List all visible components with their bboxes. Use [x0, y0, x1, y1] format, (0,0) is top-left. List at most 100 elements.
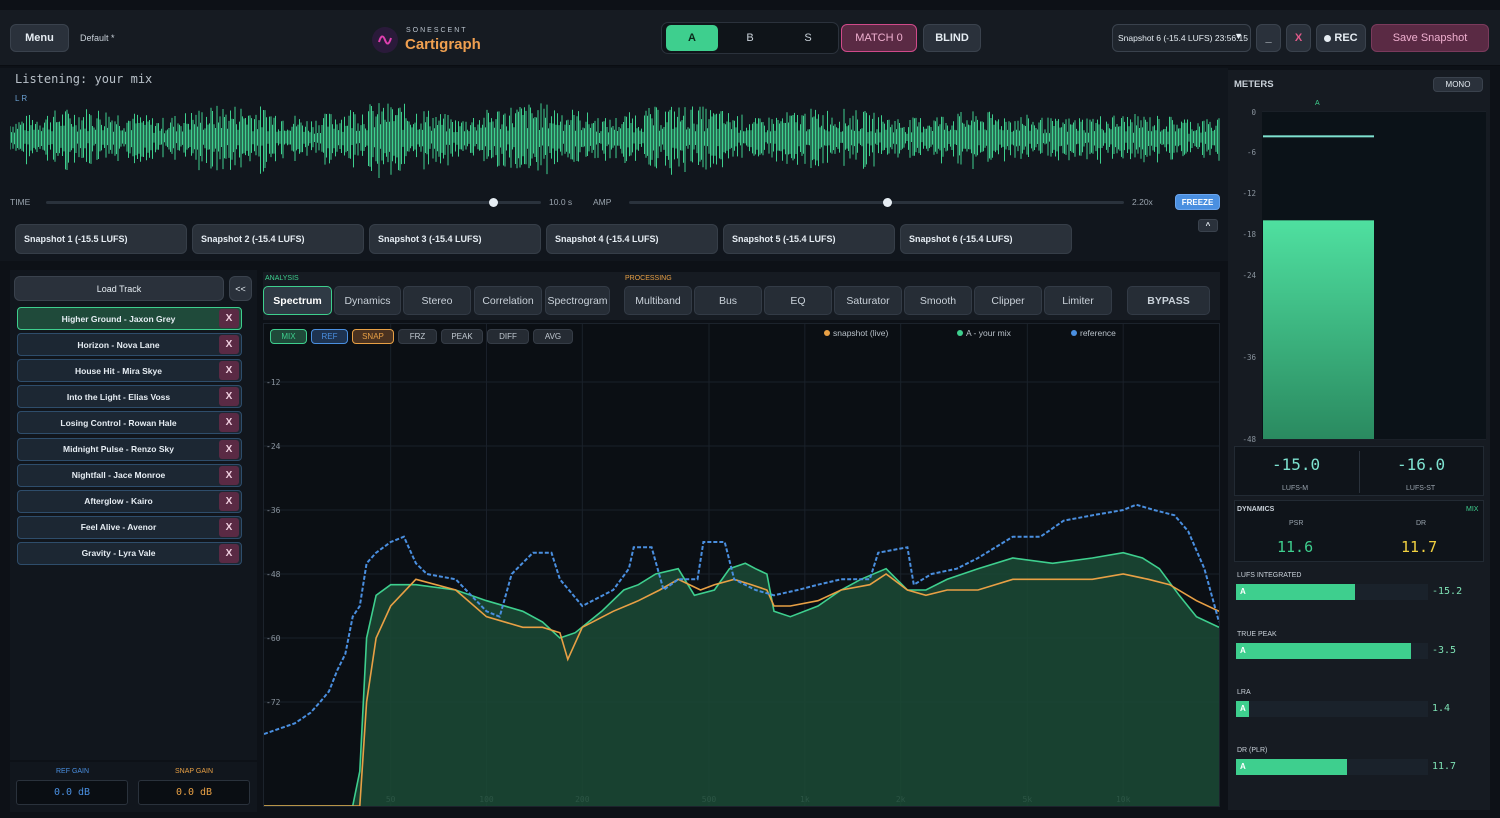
tab-dynamics[interactable]: Dynamics [334, 286, 401, 315]
load-track-button[interactable]: Load Track [14, 276, 224, 301]
toggle-diff[interactable]: DIFF [487, 329, 529, 344]
track-name: Gravity - Lyra Vale [81, 548, 156, 559]
toggle-snap[interactable]: SNAP [352, 329, 394, 344]
track-name: Higher Ground - Jaxon Grey [61, 313, 176, 324]
toggle-peak[interactable]: PEAK [441, 329, 483, 344]
bypass-button[interactable]: BYPASS [1127, 286, 1210, 315]
listening-status: Listening: your mix [15, 72, 153, 86]
track-item[interactable]: Afterglow - Kairo X [17, 489, 242, 513]
track-item[interactable]: Losing Control - Rowan Hale X [17, 411, 242, 435]
track-item[interactable]: Into the Light - Elias Voss X [17, 385, 242, 409]
track-item[interactable]: Nightfall - Jace Monroe X [17, 463, 242, 487]
logo-subtitle: SONESCENT [406, 27, 468, 34]
snapshot-slot-2[interactable]: Snapshot 2 (-15.4 LUFS) [192, 224, 364, 254]
lufs-m-value: -15.0 [1272, 455, 1321, 474]
remove-track-button[interactable]: X [219, 491, 239, 511]
ab-option-a[interactable]: A [666, 25, 718, 51]
y-tick-label: -24 [266, 442, 281, 451]
ref-gain-input[interactable]: 0.0 dB [16, 780, 128, 805]
tab-multiband[interactable]: Multiband [624, 286, 692, 315]
tab-stereo[interactable]: Stereo [403, 286, 471, 315]
amp-slider[interactable] [629, 198, 1124, 207]
y-tick-label: -12 [266, 378, 281, 387]
remove-track-button[interactable]: X [219, 361, 239, 381]
y-tick-label: -72 [266, 698, 281, 707]
remove-track-button[interactable]: X [219, 413, 239, 433]
tab-spectrum[interactable]: Spectrum [263, 286, 332, 315]
rec-label: REC [1334, 32, 1358, 44]
remove-track-button[interactable]: X [219, 309, 239, 328]
minimize-button[interactable]: _ [1256, 24, 1281, 52]
time-slider-handle[interactable] [489, 198, 498, 207]
meter-scale-label: -36 [1242, 353, 1256, 362]
channel-labels: L R [15, 94, 28, 103]
meter-level-bar [1263, 220, 1374, 439]
rec-button[interactable]: REC [1316, 24, 1366, 52]
time-slider[interactable] [46, 198, 541, 207]
remove-track-button[interactable]: X [219, 517, 239, 537]
collapse-snapshots-button[interactable]: ^ [1198, 219, 1218, 232]
ref-gain-label: REF GAIN [56, 768, 90, 775]
tab-bus[interactable]: Bus [694, 286, 762, 315]
tab-spectrogram[interactable]: Spectrogram [545, 286, 610, 315]
toggle-ref[interactable]: REF [311, 329, 348, 344]
tab-saturator[interactable]: Saturator [834, 286, 902, 315]
toggle-frz[interactable]: FRZ [398, 329, 437, 344]
snapshot-select[interactable]: Snapshot 6 (-15.4 LUFS) 23:56:15 ▼ [1112, 24, 1251, 52]
track-item[interactable]: Gravity - Lyra Vale X [17, 541, 242, 565]
track-item[interactable]: Higher Ground - Jaxon Grey X [17, 307, 242, 330]
remove-track-button[interactable]: X [219, 387, 239, 407]
legend-dot-icon [1071, 330, 1077, 336]
track-name: Nightfall - Jace Monroe [71, 470, 166, 481]
remove-track-button[interactable]: X [219, 439, 239, 459]
reference-curve [264, 503, 1219, 735]
snapshot-slot-6[interactable]: Snapshot 6 (-15.4 LUFS) [900, 224, 1072, 254]
loudness-bar-fill [1236, 643, 1411, 659]
tab-limiter[interactable]: Limiter [1044, 286, 1112, 315]
loudness-bar-fill [1236, 701, 1250, 717]
blind-button[interactable]: BLIND [923, 24, 981, 52]
track-item[interactable]: Midnight Pulse - Renzo Sky X [17, 437, 242, 461]
bar-value: 11.7 [1432, 761, 1457, 772]
tab-smooth[interactable]: Smooth [904, 286, 972, 315]
preset-name[interactable]: Default * [80, 33, 115, 43]
tab-eq[interactable]: EQ [764, 286, 832, 315]
remove-track-button[interactable]: X [219, 335, 239, 355]
mono-button[interactable]: MONO [1433, 77, 1483, 92]
close-button[interactable]: X [1286, 24, 1311, 52]
freeze-button[interactable]: FREEZE [1175, 194, 1220, 210]
snapshot-slot-4[interactable]: Snapshot 4 (-15.4 LUFS) [546, 224, 718, 254]
amp-slider-handle[interactable] [883, 198, 892, 207]
bar-label: LRA [1237, 689, 1251, 696]
toggle-avg[interactable]: AVG [533, 329, 573, 344]
track-item[interactable]: Feel Alive - Avenor X [17, 515, 242, 539]
loudness-bar: A [1236, 759, 1428, 775]
ab-option-b[interactable]: B [746, 32, 754, 44]
snapshot-slot-1[interactable]: Snapshot 1 (-15.5 LUFS) [15, 224, 187, 254]
time-value: 10.0 s [549, 197, 573, 207]
app-title: Cartigraph [405, 36, 481, 53]
waveform-display[interactable] [10, 90, 1220, 190]
remove-track-button[interactable]: X [219, 543, 239, 563]
mix-area [264, 552, 1219, 806]
save-snapshot-button[interactable]: Save Snapshot [1371, 24, 1489, 52]
spectrum-graph[interactable]: -12-24-36-48-60-72501002005001k2k5k10k [264, 324, 1219, 806]
toggle-mix[interactable]: MIX [270, 329, 307, 344]
y-tick-label: -36 [266, 506, 281, 515]
ab-option-s[interactable]: S [804, 32, 812, 44]
readout-divider [1359, 451, 1360, 493]
track-item[interactable]: House Hit - Mira Skye X [17, 359, 242, 383]
tab-clipper[interactable]: Clipper [974, 286, 1042, 315]
collapse-tracks-button[interactable]: << [229, 276, 252, 301]
remove-track-button[interactable]: X [219, 465, 239, 485]
tab-correlation[interactable]: Correlation [474, 286, 542, 315]
loudness-bar: A [1236, 584, 1428, 600]
snapshot-slot-3[interactable]: Snapshot 3 (-15.4 LUFS) [369, 224, 541, 254]
menu-button[interactable]: Menu [10, 24, 69, 52]
match-button[interactable]: MATCH 0 [841, 24, 917, 52]
snap-gain-input[interactable]: 0.0 dB [138, 780, 250, 805]
track-item[interactable]: Horizon - Nova Lane X [17, 333, 242, 357]
dynamics-mode[interactable]: MIX [1466, 506, 1479, 513]
snapshot-slot-5[interactable]: Snapshot 5 (-15.4 LUFS) [723, 224, 895, 254]
psr-value: 11.6 [1277, 538, 1314, 556]
